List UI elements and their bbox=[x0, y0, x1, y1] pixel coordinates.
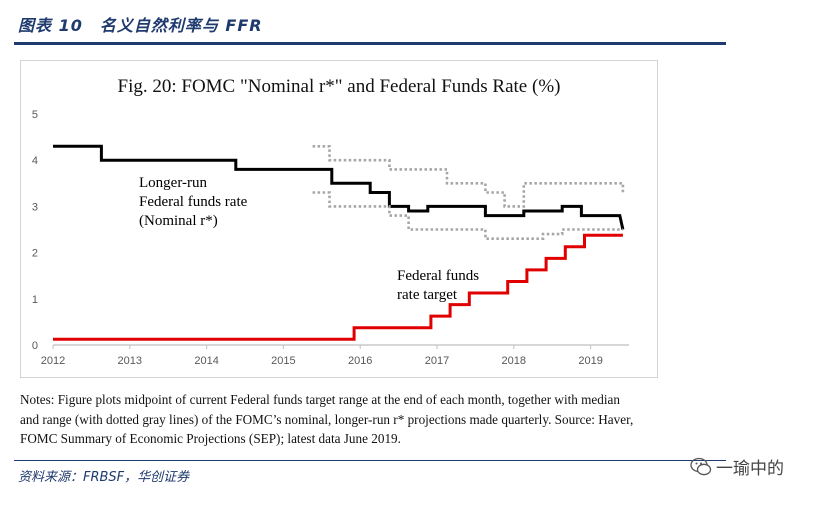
y-tick-label-4: 4 bbox=[32, 155, 38, 167]
longer-run-label-line3: (Nominal r*) bbox=[139, 213, 218, 229]
x-tick-label-2013: 2013 bbox=[118, 355, 142, 367]
chart-title: Fig. 20: FOMC "Nominal r*" and Federal F… bbox=[118, 76, 561, 97]
footer-divider bbox=[14, 460, 726, 461]
x-tick-label-2012: 2012 bbox=[41, 355, 65, 367]
series-line-1 bbox=[312, 145, 625, 208]
notes-line: Notes: Figure plots midpoint of current … bbox=[20, 392, 620, 407]
x-tick-label-2018: 2018 bbox=[502, 355, 526, 367]
series-line-2 bbox=[312, 191, 623, 240]
watermark-text: 一瑜中的 bbox=[716, 459, 784, 479]
notes-line: FOMC Summary of Economic Projections (SE… bbox=[20, 431, 401, 446]
wechat-icon bbox=[690, 457, 712, 475]
y-tick-label-2: 2 bbox=[32, 248, 38, 260]
chart-frame: Fig. 20: FOMC "Nominal r*" and Federal F… bbox=[20, 60, 658, 378]
x-tick-label-2019: 2019 bbox=[578, 355, 602, 367]
y-tick-label-3: 3 bbox=[32, 201, 38, 213]
x-tick-label-2016: 2016 bbox=[348, 355, 372, 367]
y-tick-label-5: 5 bbox=[32, 109, 38, 121]
ffr-label-line2: rate target bbox=[397, 287, 458, 303]
x-tick-label-2015: 2015 bbox=[271, 355, 295, 367]
longer-run-label-line2: Federal funds rate bbox=[139, 194, 248, 210]
x-tick-label-2017: 2017 bbox=[425, 355, 449, 367]
y-tick-label-0: 0 bbox=[32, 340, 38, 352]
figure-notes: Notes: Figure plots midpoint of current … bbox=[20, 390, 720, 449]
series-layer bbox=[53, 144, 625, 341]
y-axis-labels: 0 1 2 3 4 5 bbox=[32, 109, 38, 352]
longer-run-label-line1: Longer-run bbox=[139, 175, 208, 191]
fomc-rate-chart: Fig. 20: FOMC "Nominal r*" and Federal F… bbox=[32, 76, 629, 367]
series-line-0 bbox=[53, 144, 625, 230]
y-tick-label-1: 1 bbox=[32, 294, 38, 306]
ffr-label-line1: Federal funds bbox=[397, 268, 479, 284]
title-divider bbox=[14, 42, 726, 45]
notes-line: and range (with dotted gray lines) of th… bbox=[20, 411, 634, 427]
source-note: 资料来源：FRBSF，华创证券 bbox=[18, 470, 190, 485]
report-figure-title: 图表 10 名义自然利率与 FFR bbox=[18, 16, 263, 35]
x-axis: 2012 2013 2014 2015 2016 2017 2018 2019 bbox=[41, 344, 629, 367]
watermark: 一瑜中的 bbox=[690, 454, 784, 479]
series-line-3 bbox=[53, 233, 623, 341]
x-tick-label-2014: 2014 bbox=[194, 355, 218, 367]
